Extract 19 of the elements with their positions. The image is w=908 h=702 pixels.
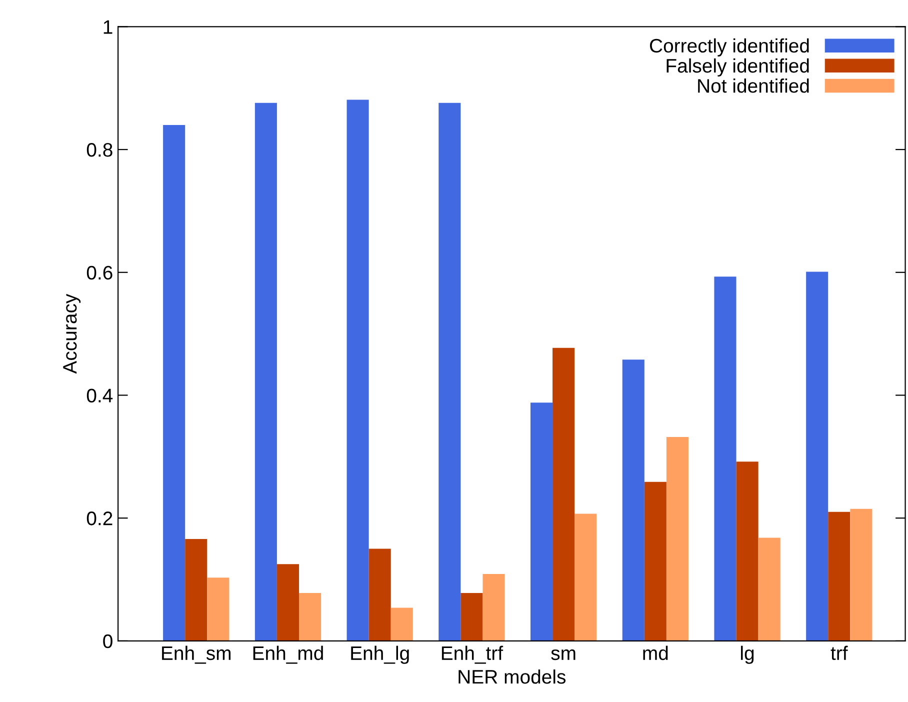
- y-axis-title: Accuracy: [63, 294, 81, 374]
- legend-label: Falsely identified: [666, 58, 809, 77]
- x-tick-label: Enh_lg: [351, 646, 409, 664]
- y-tick-label: 0.2: [86, 512, 112, 526]
- x-tick-label: sm: [551, 649, 576, 660]
- x-tick-label: Enh_md: [253, 646, 323, 664]
- y-tick-label: 0.4: [86, 388, 113, 402]
- x-tick-label: trf: [830, 646, 848, 660]
- x-tick-label: Enh_sm: [162, 646, 231, 664]
- x-tick-label: lg: [741, 646, 754, 664]
- y-tick-label: 0.8: [86, 142, 112, 157]
- x-axis-title: NER models: [458, 669, 566, 684]
- y-tick-label: 0.6: [86, 266, 112, 280]
- legend-label: Correctly identified: [650, 38, 809, 56]
- x-tick-label: md: [643, 646, 668, 660]
- y-tick-label: 0: [103, 634, 112, 648]
- legend-label: Not identified: [698, 78, 809, 93]
- x-tick-label: Enh_trf: [442, 646, 504, 664]
- y-tick-label: 1: [104, 20, 112, 34]
